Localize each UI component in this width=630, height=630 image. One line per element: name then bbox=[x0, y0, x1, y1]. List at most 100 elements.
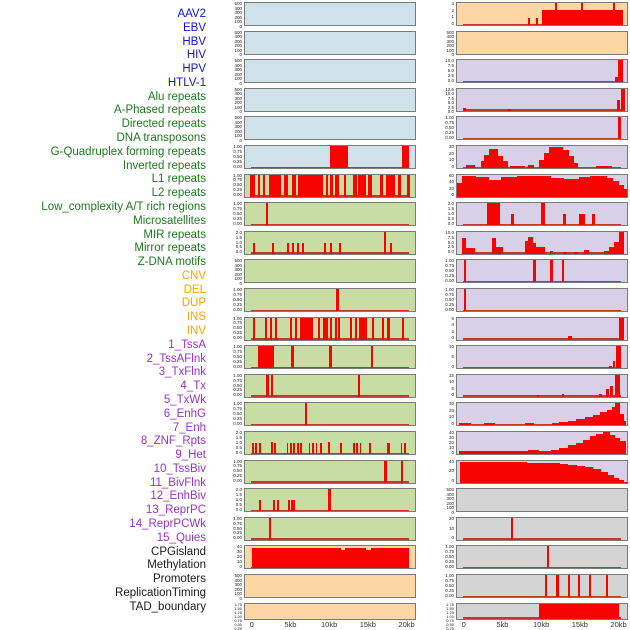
signal-bar bbox=[397, 174, 402, 197]
track-label-2-tssaflnk: 2_TssAFlnk bbox=[146, 352, 206, 365]
y-tick-label: 1.5 bbox=[447, 206, 454, 212]
y-tick-label: 40 bbox=[448, 430, 454, 435]
y-tick-label: 2.0 bbox=[235, 229, 242, 235]
signal-bar bbox=[576, 465, 586, 483]
signal-bar bbox=[496, 247, 503, 254]
y-tick-label: 1.00 bbox=[233, 372, 242, 378]
y-tick-label: 1.5 bbox=[235, 434, 242, 440]
signal-bar bbox=[317, 317, 320, 340]
track-panel-5-txwk bbox=[456, 173, 628, 198]
track-signal-area bbox=[457, 260, 627, 283]
y-tick-label: 0.5 bbox=[447, 215, 454, 221]
signal-bar bbox=[462, 108, 466, 111]
signal-bar bbox=[614, 478, 620, 483]
track-signal-area bbox=[245, 146, 415, 168]
signal-bar bbox=[596, 433, 604, 454]
y-tick-label: 0.00 bbox=[233, 420, 242, 426]
track-label-microsatellites: Microsatellites bbox=[133, 214, 206, 227]
track-panel-cnv bbox=[244, 545, 416, 570]
signal-bar bbox=[266, 374, 269, 397]
y-tick-label: 30 bbox=[448, 401, 454, 407]
track-panel-hpv bbox=[244, 116, 416, 141]
signal-bar bbox=[294, 317, 297, 340]
signal-baseline bbox=[462, 538, 622, 540]
signal-bar bbox=[252, 242, 255, 254]
y-axis-ticks-7-enh: 10.0 7.5 5.0 2.5 0.0 bbox=[433, 230, 454, 255]
y-tick-label: 0.0 bbox=[235, 249, 242, 255]
y-tick-label: 0.00 bbox=[233, 306, 242, 312]
signal-bar bbox=[328, 441, 331, 454]
track-signal-area bbox=[245, 260, 415, 282]
y-tick-label: 1.5 bbox=[235, 492, 242, 498]
track-signal-area bbox=[245, 117, 415, 139]
signal-bar bbox=[305, 403, 308, 426]
signal-bar bbox=[300, 443, 302, 454]
y-tick-label: 0.75 bbox=[233, 148, 242, 154]
signal-bar bbox=[576, 419, 585, 426]
y-axis-ticks-a-phased-repeats: 1.00 0.75 0.50 0.25 0.00 bbox=[221, 202, 242, 226]
signal-bar bbox=[588, 575, 591, 597]
signal-bar bbox=[619, 231, 624, 254]
signal-bar bbox=[466, 165, 475, 168]
y-tick-label: 0.75 bbox=[233, 349, 242, 355]
track-panel-inverted-repeats bbox=[244, 316, 416, 341]
y-tick-label: 40 bbox=[448, 179, 454, 185]
signal-bar bbox=[252, 317, 255, 340]
track-panel-mir-repeats bbox=[244, 459, 416, 484]
track-signal-area bbox=[457, 203, 627, 226]
y-tick-label: 0.25 bbox=[233, 387, 242, 393]
signal-bar bbox=[270, 441, 273, 454]
y-tick-label: 0.00 bbox=[233, 478, 242, 484]
signal-bar bbox=[609, 247, 615, 254]
signal-bar bbox=[549, 251, 554, 254]
y-tick-label: 0.50 bbox=[234, 621, 242, 627]
track-signal-area bbox=[245, 489, 415, 512]
signal-bar bbox=[370, 346, 374, 369]
y-axis-ticks-tad-boundary: 1.751.501.251.000.750.500.250.00 bbox=[433, 602, 454, 630]
signal-bar bbox=[290, 346, 294, 369]
track-panel-mirror-repeats bbox=[244, 488, 416, 513]
y-axis-ticks-ebv: 500 400 300 200 100 0 bbox=[221, 30, 242, 57]
signal-bar bbox=[491, 237, 497, 254]
signal-bar bbox=[251, 547, 342, 569]
y-tick-label: 200 bbox=[446, 43, 454, 49]
signal-bar bbox=[368, 174, 372, 197]
track-label-10-tssbiv: 10_TssBiv bbox=[153, 462, 206, 475]
track-panel-8-znf-rpts bbox=[456, 259, 628, 284]
track-signal-area bbox=[245, 203, 415, 226]
signal-bar bbox=[623, 188, 627, 197]
y-tick-label: 0.75 bbox=[445, 549, 454, 555]
y-tick-label: 1.0 bbox=[447, 210, 454, 216]
y-tick-label: 30 bbox=[448, 144, 454, 149]
y-tick-label: 300 bbox=[234, 267, 242, 273]
signal-bar bbox=[484, 423, 495, 426]
y-tick-label: 0.25 bbox=[233, 416, 242, 422]
y-tick-label: 1.00 bbox=[445, 544, 454, 550]
signal-bar bbox=[480, 161, 485, 168]
y-tick-label: 500 bbox=[234, 573, 242, 578]
signal-bar bbox=[598, 393, 602, 397]
signal-baseline bbox=[462, 395, 622, 397]
y-axis-ticks-13-reprpc: 30 20 10 0 bbox=[433, 402, 454, 426]
signal-bar bbox=[536, 246, 545, 254]
y-tick-label: 0 bbox=[451, 420, 454, 426]
track-label-7-enh: 7_Enh bbox=[172, 421, 206, 434]
track-panel-a-phased-repeats bbox=[244, 202, 416, 227]
signal-bar bbox=[607, 475, 615, 483]
y-tick-label: 30 bbox=[236, 549, 242, 555]
y-axis-ticks-4-tx: 30 20 10 0 bbox=[433, 144, 454, 169]
track-signal-area bbox=[245, 231, 415, 254]
y-tick-label: 1.25 bbox=[446, 609, 454, 615]
y-tick-label: 500 bbox=[446, 487, 454, 493]
y-tick-label: 0.75 bbox=[445, 291, 454, 297]
track-label-hbv: HBV bbox=[182, 35, 206, 48]
signal-bar bbox=[615, 346, 621, 369]
track-signal-area bbox=[457, 60, 627, 83]
signal-bar bbox=[615, 437, 621, 454]
track-panel-replicationtiming bbox=[456, 574, 628, 598]
signal-bar bbox=[298, 174, 324, 197]
track-panel-dna-transposons bbox=[244, 259, 416, 284]
y-tick-label: 0.50 bbox=[233, 325, 242, 331]
signal-bar bbox=[618, 317, 624, 340]
